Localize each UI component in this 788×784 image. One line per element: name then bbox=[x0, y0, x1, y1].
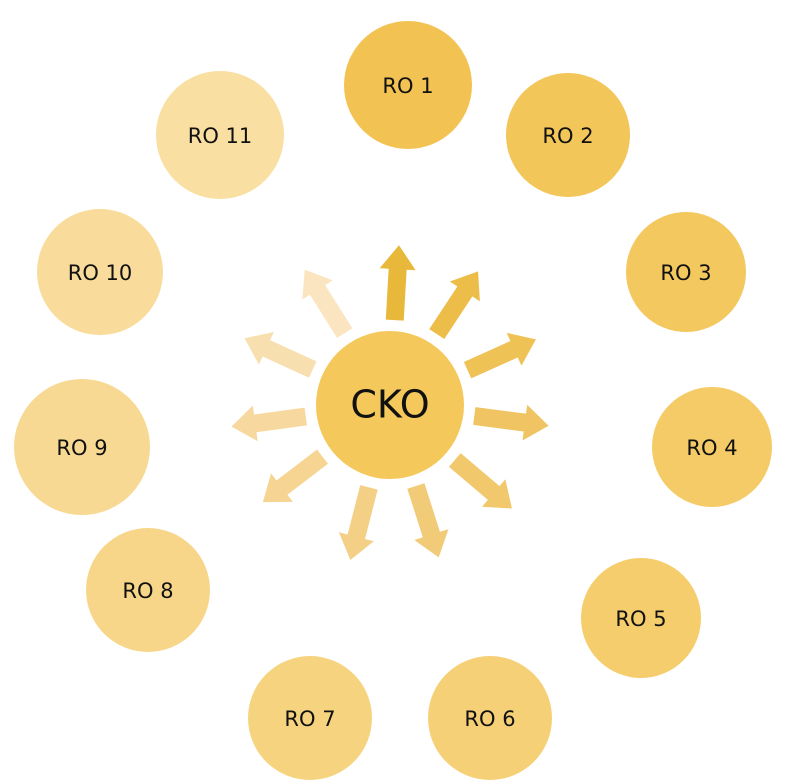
arrow bbox=[338, 485, 378, 561]
arrow bbox=[463, 332, 536, 379]
node-circle bbox=[506, 73, 630, 197]
node-circle bbox=[652, 387, 772, 507]
node-label: RO 11 bbox=[188, 124, 253, 148]
node-label: RO 9 bbox=[56, 436, 107, 460]
node-label: RO 3 bbox=[660, 261, 711, 285]
node-circle bbox=[626, 212, 746, 332]
node-circle bbox=[428, 656, 552, 780]
node-circle bbox=[14, 379, 150, 515]
node-circle bbox=[248, 656, 372, 780]
node-label: RO 8 bbox=[122, 579, 173, 603]
arrow bbox=[379, 245, 416, 321]
node-circle bbox=[156, 71, 284, 199]
arrow bbox=[231, 405, 307, 442]
node-label: RO 6 bbox=[464, 707, 515, 731]
node-circle bbox=[86, 528, 210, 652]
arrow bbox=[473, 404, 549, 441]
arrow bbox=[407, 483, 449, 558]
node-circle bbox=[37, 209, 163, 335]
node-label: RO 5 bbox=[615, 607, 666, 631]
arrow bbox=[448, 453, 512, 509]
node-label: RO 4 bbox=[686, 436, 737, 460]
node-label: RO 7 bbox=[284, 707, 335, 731]
arrow bbox=[429, 271, 480, 339]
node-circle bbox=[344, 21, 472, 149]
arrow bbox=[244, 331, 317, 378]
arrow bbox=[262, 449, 328, 503]
center-node bbox=[316, 331, 464, 479]
arrow bbox=[302, 269, 353, 338]
node-circle bbox=[581, 558, 701, 678]
center-label: CKO bbox=[350, 383, 429, 427]
nodes: RO 1 RO 2 RO 3 RO 4 RO 5 RO 6 RO 7 RO 8 RO 9 RO 1… bbox=[14, 21, 772, 780]
arrows bbox=[231, 245, 549, 561]
node-label: RO 2 bbox=[542, 124, 593, 148]
node-label: RO 10 bbox=[68, 261, 133, 285]
node-label: RO 1 bbox=[382, 74, 433, 98]
